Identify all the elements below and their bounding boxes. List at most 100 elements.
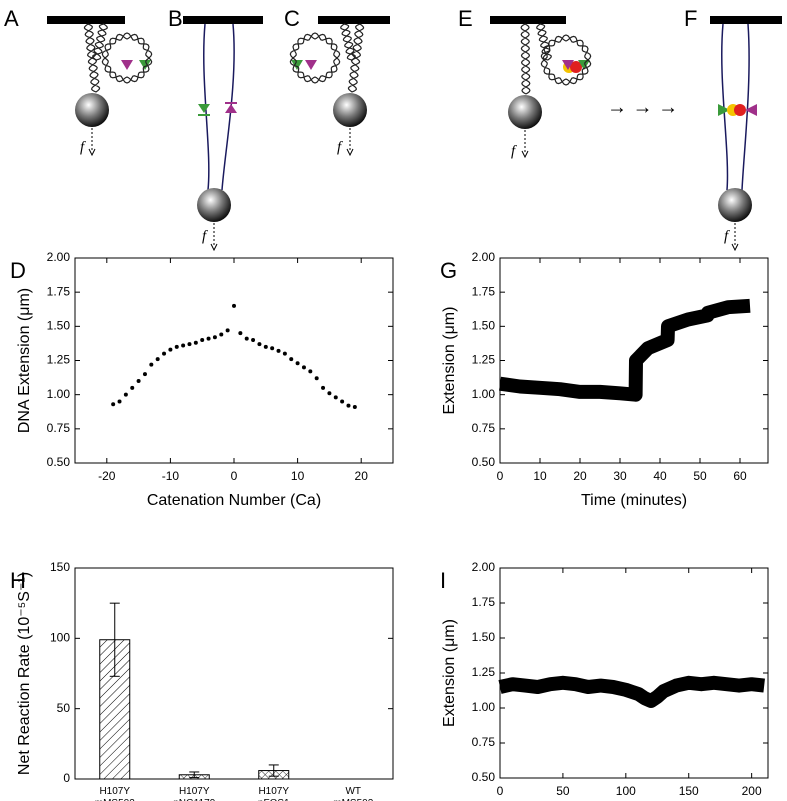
- point: [136, 379, 141, 383]
- surface: [490, 16, 566, 24]
- x-tick-label-line: mMS502: [95, 798, 135, 801]
- x-tick-label: 60: [733, 469, 747, 483]
- point: [308, 369, 313, 374]
- site: [291, 60, 303, 70]
- y-tick-label: 1.50: [47, 319, 71, 333]
- x-tick-label-line: WT: [345, 786, 361, 797]
- point: [130, 385, 135, 390]
- point: [289, 357, 294, 362]
- y-tick-label: 0.75: [47, 421, 71, 435]
- x-tick-label-line: mMS502: [333, 798, 373, 801]
- y-tick-label: 2.00: [472, 250, 496, 264]
- site: [121, 60, 133, 70]
- point: [219, 332, 224, 337]
- point: [193, 340, 198, 345]
- x-tick-label: -20: [98, 469, 116, 483]
- dna-loop: [540, 34, 592, 86]
- x-tick-label: 20: [573, 469, 587, 483]
- y-tick-label: 1.75: [47, 284, 71, 298]
- dna: [83, 23, 101, 93]
- point: [340, 399, 345, 404]
- y-axis-label: DNA Extension (μm): [16, 288, 33, 433]
- plot-frame: [74, 257, 394, 464]
- plot-frame: [74, 567, 394, 780]
- y-tick-label: 0.75: [472, 735, 496, 749]
- x-tick-label: 100: [616, 784, 636, 798]
- point: [212, 335, 217, 340]
- point: [206, 336, 211, 341]
- panel-label: I: [440, 568, 446, 593]
- point: [295, 361, 300, 366]
- bead: [718, 188, 752, 222]
- x-tick-label-line: pFOS1: [258, 798, 290, 801]
- x-tick-label-line: H107Y: [258, 786, 289, 797]
- y-tick-label: 1.25: [47, 353, 71, 367]
- y-tick-label: 1.50: [472, 319, 496, 333]
- force-arrow: [88, 148, 96, 157]
- x-tick-label: -10: [162, 469, 180, 483]
- plot-frame: [499, 567, 769, 779]
- point: [149, 362, 154, 367]
- y-tick-label: 0.75: [472, 421, 496, 435]
- site: [225, 102, 237, 104]
- point: [181, 343, 186, 348]
- panel-label: C: [284, 6, 300, 31]
- synapse: [562, 60, 590, 73]
- surface: [47, 16, 125, 24]
- point: [314, 376, 319, 381]
- point: [174, 344, 179, 349]
- y-tick-label: 0.50: [47, 455, 71, 469]
- force-label: f: [80, 139, 86, 155]
- panel-label: A: [4, 6, 19, 31]
- x-tick-label: WTmMS502: [333, 786, 373, 801]
- site: [198, 104, 210, 113]
- point: [111, 402, 116, 407]
- y-tick-label: 50: [57, 701, 71, 715]
- bead: [333, 93, 367, 127]
- y-tick-label: 1.75: [472, 595, 496, 609]
- force-arrow: [731, 243, 739, 252]
- panel-label: D: [10, 258, 26, 283]
- panel-label: G: [440, 258, 457, 283]
- point: [123, 392, 128, 397]
- bead: [75, 93, 109, 127]
- force-label: f: [337, 139, 343, 155]
- arrows: → → →: [607, 96, 678, 118]
- x-tick-label: H107YpFOS1: [258, 786, 290, 801]
- point: [321, 385, 326, 390]
- x-tick-label: 50: [556, 784, 570, 798]
- y-tick-label: 100: [50, 631, 70, 645]
- y-tick-label: 0: [63, 771, 70, 785]
- x-tick-label: H107YpNG1179: [173, 786, 216, 801]
- y-axis-label: Net Reaction Rate (10⁻⁵S⁻¹): [16, 572, 33, 775]
- x-axis-label: Time (minutes): [581, 492, 687, 509]
- point: [232, 303, 236, 308]
- y-tick-label: 0.50: [472, 455, 496, 469]
- y-tick-label: 1.75: [472, 284, 496, 298]
- site: [198, 114, 210, 116]
- dna-loop: [101, 32, 153, 84]
- point: [155, 357, 160, 362]
- force-label: f: [511, 143, 517, 159]
- force-label: f: [202, 228, 208, 244]
- point: [333, 395, 338, 400]
- dna: [347, 23, 365, 93]
- y-tick-label: 1.00: [472, 387, 496, 401]
- x-tick-label: 20: [355, 469, 369, 483]
- panel-label: H: [10, 568, 26, 593]
- x-tick-label-line: H107Y: [99, 786, 130, 797]
- x-tick-label: 200: [742, 784, 762, 798]
- surface: [318, 16, 390, 24]
- dna: [340, 23, 356, 61]
- x-tick-label: 50: [693, 469, 707, 483]
- x-tick-label: 30: [613, 469, 627, 483]
- y-tick-label: 150: [50, 560, 70, 574]
- panel-label: E: [458, 6, 473, 31]
- x-tick-label: 150: [679, 784, 699, 798]
- point: [200, 338, 205, 342]
- point: [263, 344, 268, 349]
- surface: [183, 16, 263, 24]
- x-tick-label-line: pNG1179: [173, 798, 216, 801]
- y-tick-label: 2.00: [47, 250, 71, 264]
